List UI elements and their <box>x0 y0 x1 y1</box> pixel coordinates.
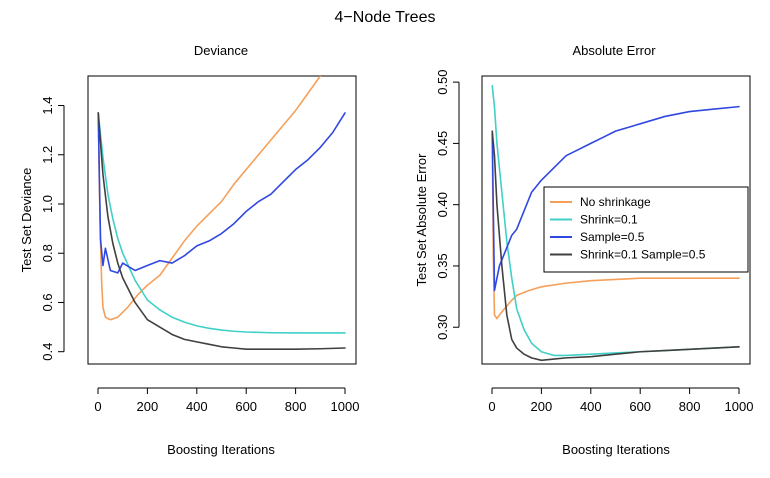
legend-label-sample-0-5: Sample=0.5 <box>580 230 645 244</box>
legend-label-shrink-0-1: Shrink=0.1 <box>580 213 638 227</box>
absolute-error-x-tick-label: 0 <box>488 399 495 414</box>
absolute-error-panel: Absolute Error 0 200 400 600 800 1000 0.30 0.35… <box>414 43 753 457</box>
deviance-y-tick-label: 1.4 <box>40 96 55 114</box>
deviance-panel: Deviance 0 200 400 600 800 1000 0.4 0.6 0.8 1.0 1.… <box>19 43 359 457</box>
figure-title: 4−Node Trees <box>335 9 436 26</box>
deviance-series-shrink-0-1 <box>97 112 346 334</box>
absolute-error-x-tick-label: 600 <box>629 399 651 414</box>
absolute-error-series-group <box>491 85 740 362</box>
deviance-series-group <box>97 76 346 351</box>
deviance-y-tick-label: 1.0 <box>40 195 55 213</box>
deviance-chart-title: Deviance <box>194 43 248 58</box>
deviance-y-tick-label: 0.4 <box>40 343 55 361</box>
absolute-error-x-label: Boosting Iterations <box>562 442 670 457</box>
absolute-error-y-tick-label: 0.50 <box>435 69 450 94</box>
deviance-axes: 0 200 400 600 800 1000 0.4 0.6 0.8 1.0 1.2 1.4 <box>40 96 359 414</box>
absolute-error-x-tick-label: 800 <box>679 399 701 414</box>
absolute-error-y-tick-label: 0.40 <box>435 192 450 217</box>
legend-label-shrink-0-1-sample-0-5: Shrink=0.1 Sample=0.5 <box>580 248 706 262</box>
deviance-series-shrink-0-1-sample-0-5 <box>97 112 346 351</box>
legend-box <box>543 186 749 273</box>
absolute-error-series-shrink-0-1-sample-0-5 <box>491 130 740 362</box>
deviance-x-tick-label: 800 <box>285 399 307 414</box>
absolute-error-x-tick-label: 400 <box>580 399 602 414</box>
absolute-error-plot-frame <box>481 75 751 365</box>
absolute-error-x-tick-label: 200 <box>531 399 553 414</box>
deviance-x-tick-label: 600 <box>235 399 257 414</box>
deviance-x-label: Boosting Iterations <box>167 442 275 457</box>
deviance-y-tick-label: 0.8 <box>40 244 55 262</box>
deviance-x-tick-label: 0 <box>94 399 101 414</box>
absolute-error-x-tick-label: 1000 <box>725 399 754 414</box>
deviance-plot-frame <box>87 75 357 365</box>
deviance-x-tick-label: 1000 <box>331 399 360 414</box>
absolute-error-y-tick-label: 0.45 <box>435 131 450 156</box>
deviance-y-tick-label: 0.6 <box>40 293 55 311</box>
absolute-error-chart-title: Absolute Error <box>572 43 656 58</box>
deviance-x-tick-label: 400 <box>186 399 208 414</box>
absolute-error-y-tick-label: 0.35 <box>435 253 450 278</box>
deviance-x-tick-label: 200 <box>137 399 159 414</box>
deviance-series-sample-0-5 <box>97 112 346 274</box>
legend-label-no-shrinkage: No shrinkage <box>580 195 651 209</box>
deviance-y-label: Test Set Deviance <box>19 168 34 273</box>
absolute-error-series-no-shrinkage <box>491 130 740 320</box>
absolute-error-y-tick-label: 0.30 <box>435 315 450 340</box>
deviance-y-tick-label: 1.2 <box>40 146 55 164</box>
absolute-error-axes: 0 200 400 600 800 1000 0.30 0.35 0.40 0.45 0.50 <box>435 69 753 414</box>
legend: No shrinkage Shrink=0.1 Sample=0.5 Shrink=0… <box>543 186 749 273</box>
deviance-series-no-shrinkage <box>97 76 322 321</box>
absolute-error-y-label: Test Set Absolute Error <box>414 153 429 287</box>
